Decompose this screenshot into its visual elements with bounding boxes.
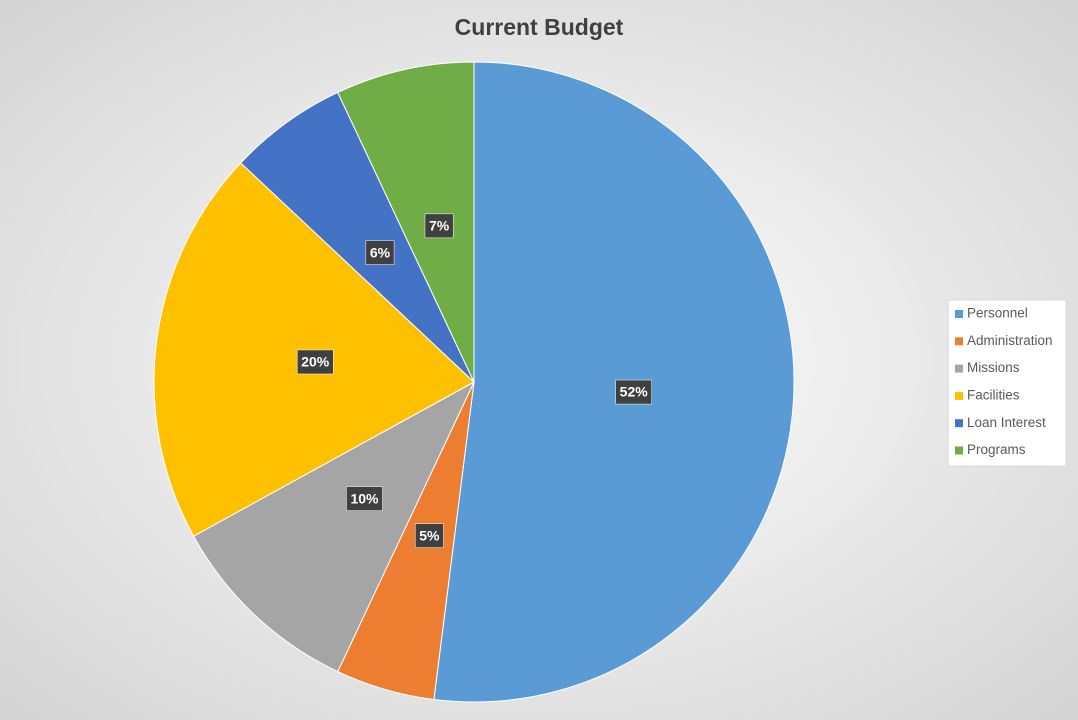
pie-slice	[192, 380, 476, 673]
legend-swatch	[955, 337, 963, 346]
data-label-text: 7%	[429, 218, 450, 234]
legend-label: Loan Interest	[967, 415, 1046, 430]
legend-box	[947, 299, 1067, 467]
legend-label: Programs	[967, 442, 1026, 457]
legend-label: Facilities	[967, 387, 1020, 402]
data-label-text: 6%	[370, 244, 391, 260]
legend-swatch	[955, 446, 963, 455]
data-label-box	[346, 486, 383, 511]
data-label-box	[414, 523, 444, 548]
pie-slice	[433, 61, 795, 703]
data-label-box	[424, 213, 454, 239]
data-label: 6%	[365, 240, 395, 265]
data-label-text: 20%	[301, 354, 330, 370]
data-label: 52%	[615, 379, 652, 405]
data-label: 10%	[346, 486, 383, 511]
chart-title: Current Budget	[455, 14, 624, 40]
legend-swatch	[955, 391, 963, 400]
legend-swatch	[955, 310, 963, 318]
data-label: 20%	[296, 349, 334, 375]
legend-swatch	[955, 364, 963, 373]
pie-slice	[153, 162, 475, 537]
data-label-box	[296, 349, 334, 375]
legend-swatch	[955, 419, 963, 428]
legend-label: Personnel	[967, 306, 1028, 321]
legend-label: Missions	[967, 360, 1020, 375]
data-label-text: 5%	[419, 527, 440, 543]
data-label: 7%	[424, 213, 454, 239]
legend-label: Administration	[967, 333, 1053, 348]
data-label-text: 10%	[350, 490, 379, 506]
data-label-text: 52%	[620, 384, 649, 400]
pie-slice	[240, 91, 475, 383]
pie-slice	[337, 61, 475, 383]
data-label-box	[615, 379, 652, 405]
data-label-box	[365, 240, 395, 265]
data-label: 5%	[414, 523, 444, 548]
